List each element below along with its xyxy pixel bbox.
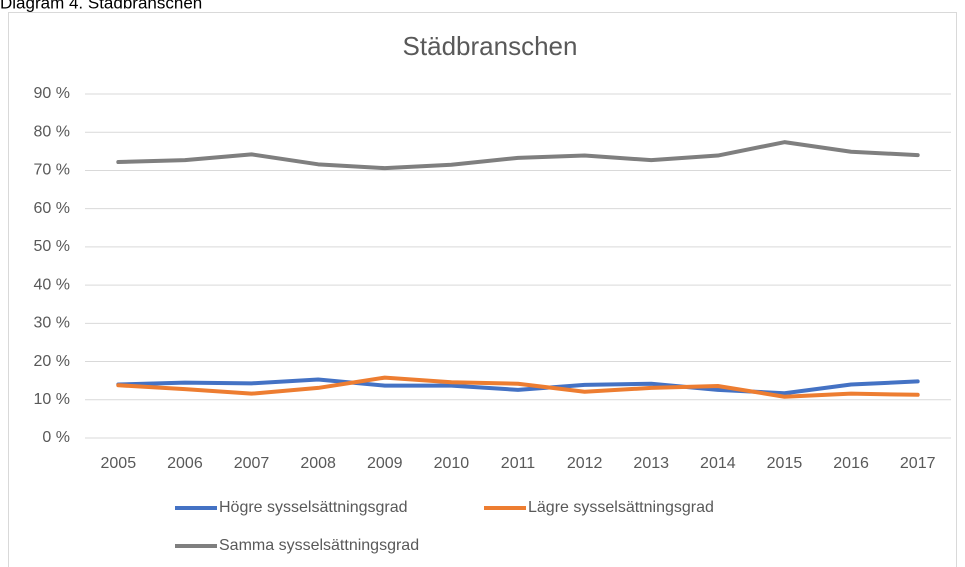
caption: Diagram 4. Städbranschen	[0, 0, 202, 12]
x-tick-label: 2010	[434, 455, 470, 472]
line-series	[116, 377, 920, 396]
y-tick-label: 90 %	[34, 85, 70, 102]
x-tick-label: 2017	[900, 455, 936, 472]
x-tick-label: 2013	[633, 455, 669, 472]
x-tick-label: 2012	[567, 455, 603, 472]
line-series	[116, 375, 920, 399]
y-tick-label: 80 %	[34, 123, 70, 140]
x-tick-label: 2015	[767, 455, 803, 472]
y-tick-label: 20 %	[34, 353, 70, 370]
y-tick-label: 60 %	[34, 200, 70, 217]
x-tick-label: 2009	[367, 455, 403, 472]
y-tick-label: 70 %	[34, 162, 70, 179]
chart-border	[8, 12, 957, 567]
x-tick-label: 2008	[300, 455, 336, 472]
x-tick-label: 2016	[833, 455, 869, 472]
x-tick-label: 2007	[234, 455, 270, 472]
y-tick-label: 10 %	[34, 391, 70, 408]
x-tick-label: 2014	[700, 455, 736, 472]
x-tick-label: 2005	[101, 455, 137, 472]
line-series	[116, 140, 920, 171]
chart-title: Städbranschen	[403, 31, 578, 61]
legend-label: Samma sysselsättningsgrad	[219, 537, 419, 554]
legend-label: Lägre sysselsättningsgrad	[528, 499, 714, 516]
legend-label: Högre sysselsättningsgrad	[219, 499, 408, 516]
x-tick-label: 2011	[501, 455, 536, 472]
y-tick-label: 30 %	[34, 315, 70, 332]
x-tick-label: 2006	[167, 455, 203, 472]
y-tick-label: 40 %	[34, 276, 70, 293]
y-tick-label: 50 %	[34, 238, 70, 255]
y-tick-label: 0 %	[42, 429, 70, 446]
